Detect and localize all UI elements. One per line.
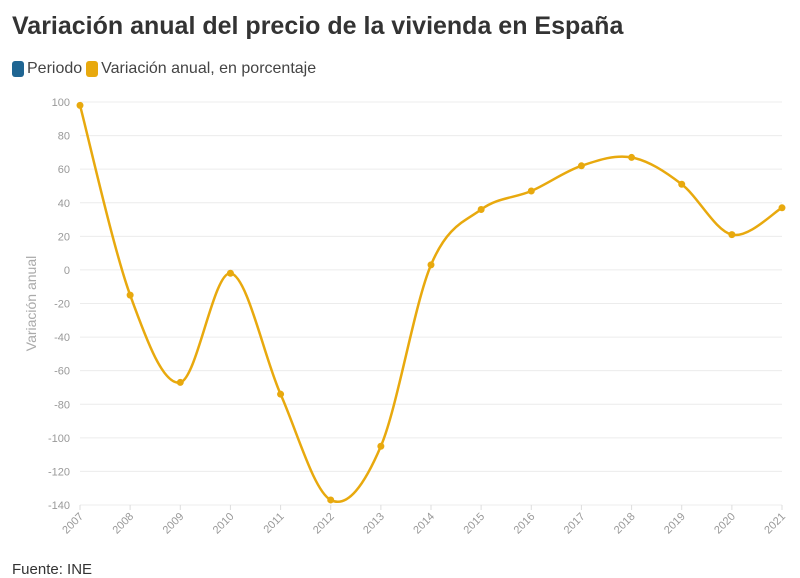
legend: Periodo Variación anual, en porcentaje — [12, 60, 320, 78]
data-point — [678, 180, 686, 188]
legend-item-variacion[interactable]: Variación anual, en porcentaje — [86, 60, 316, 78]
data-point — [628, 153, 636, 161]
y-axis-label: Variación anual — [23, 256, 39, 351]
data-point — [527, 187, 535, 195]
x-tick-label: 2008 — [110, 511, 136, 537]
data-point — [327, 496, 335, 504]
y-tick-label: 100 — [52, 97, 70, 109]
x-tick-label: 2015 — [461, 511, 487, 537]
data-point — [477, 205, 485, 213]
data-point — [377, 442, 385, 450]
chart-title: Variación anual del precio de la viviend… — [12, 12, 624, 40]
legend-swatch — [12, 61, 24, 77]
y-tick-label: -100 — [48, 433, 70, 445]
data-point — [76, 101, 84, 109]
data-point — [176, 378, 184, 386]
x-tick-label: 2016 — [512, 511, 538, 537]
line-chart: 100 80 60 40 20 0 -20 -40 -60 -80 -100 -120 -1402007… — [23, 97, 788, 537]
x-tick-label: 2010 — [211, 511, 237, 537]
x-tick-label: 2011 — [261, 511, 286, 536]
legend-label: Variación anual, en porcentaje — [101, 60, 317, 77]
x-tick-label: 2013 — [361, 511, 387, 537]
legend-item-periodo[interactable]: Periodo — [12, 60, 82, 78]
y-tick-label: 60 — [58, 164, 70, 176]
x-tick-label: 2009 — [161, 511, 187, 537]
data-point — [277, 390, 285, 398]
x-tick-label: 2014 — [411, 511, 437, 537]
y-tick-label: -20 — [54, 299, 70, 311]
x-tick-label: 2017 — [562, 511, 588, 537]
y-tick-label: 80 — [58, 131, 70, 143]
data-point — [778, 204, 786, 212]
y-tick-label: -140 — [48, 500, 70, 512]
data-point — [226, 269, 234, 277]
data-point — [728, 231, 736, 239]
x-tick-label: 2007 — [60, 511, 86, 537]
x-tick-label: 2012 — [311, 511, 337, 537]
x-tick-label: 2019 — [662, 511, 688, 537]
y-tick-label: -120 — [48, 466, 70, 478]
legend-swatch — [86, 61, 99, 77]
data-point — [427, 261, 435, 269]
data-point — [126, 291, 134, 299]
y-tick-label: -40 — [54, 332, 70, 344]
x-tick-label: 2020 — [712, 511, 738, 537]
source-note: Fuente: INE — [12, 561, 93, 578]
x-tick-label: 2021 — [762, 511, 788, 537]
y-tick-label: 40 — [58, 198, 70, 210]
x-tick-label: 2018 — [612, 511, 638, 537]
y-tick-label: 0 — [64, 265, 70, 277]
y-tick-label: -80 — [54, 399, 70, 411]
y-tick-label: 20 — [58, 231, 70, 243]
y-tick-label: -60 — [54, 366, 70, 378]
legend-label: Periodo — [27, 60, 83, 77]
data-point — [577, 162, 585, 170]
